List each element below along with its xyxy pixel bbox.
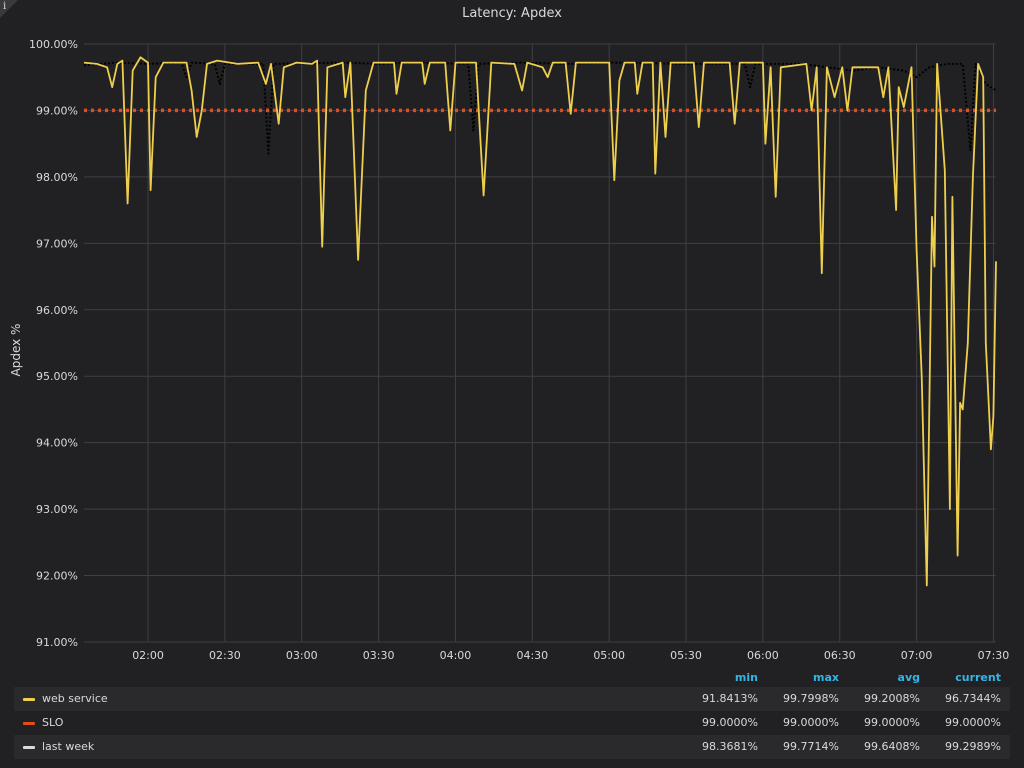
legend-series-name[interactable]: last week bbox=[42, 740, 95, 753]
legend-series-name[interactable]: SLO bbox=[42, 716, 64, 729]
legend-header-max[interactable]: max bbox=[813, 671, 839, 684]
y-tick-label: 91.00% bbox=[36, 636, 78, 649]
legend-value-min: 99.0000% bbox=[702, 716, 758, 729]
legend-row-slo[interactable]: SLO 99.0000% 99.0000% 99.0000% 99.0000% bbox=[14, 711, 1010, 735]
legend-header: min max avg current bbox=[14, 668, 1010, 687]
x-tick-label: 04:30 bbox=[516, 649, 548, 662]
legend-value-max: 99.7714% bbox=[783, 740, 839, 753]
series-layer[interactable] bbox=[83, 56, 997, 587]
y-axis: 100.00% 99.00% 98.00% 97.00% 96.00% 95.00% 94.… bbox=[29, 38, 78, 649]
chart: 100.00% 99.00% 98.00% 97.00% 96.00% 95.00% 94.… bbox=[9, 38, 1009, 662]
legend-value-max: 99.7998% bbox=[783, 692, 839, 705]
x-tick-label: 02:30 bbox=[209, 649, 241, 662]
y-tick-label: 98.00% bbox=[36, 171, 78, 184]
info-icon[interactable]: i bbox=[3, 1, 7, 12]
legend-value-min: 91.8413% bbox=[702, 692, 758, 705]
legend-series-name[interactable]: web service bbox=[42, 692, 108, 705]
y-tick-label: 93.00% bbox=[36, 503, 78, 516]
legend-value-current: 96.7344% bbox=[945, 692, 1001, 705]
legend-header-min[interactable]: min bbox=[734, 671, 758, 684]
series-line-web-service[interactable] bbox=[83, 56, 997, 587]
y-tick-label: 99.00% bbox=[36, 104, 78, 117]
legend-value-avg: 99.2008% bbox=[864, 692, 920, 705]
y-tick-label: 92.00% bbox=[36, 570, 78, 583]
y-tick-label: 94.00% bbox=[36, 437, 78, 450]
legend-table: min max avg current web service 91.8413%… bbox=[14, 668, 1010, 759]
panel-title[interactable]: Latency: Apdex bbox=[462, 6, 562, 21]
legend-swatch-icon[interactable] bbox=[23, 698, 35, 701]
x-tick-label: 06:30 bbox=[824, 649, 856, 662]
legend-value-min: 98.3681% bbox=[702, 740, 758, 753]
y-tick-label: 100.00% bbox=[29, 38, 78, 51]
panel-info-corner[interactable] bbox=[0, 0, 18, 18]
y-tick-label: 97.00% bbox=[36, 237, 78, 250]
legend-value-avg: 99.6408% bbox=[864, 740, 920, 753]
legend-swatch-icon[interactable] bbox=[23, 722, 35, 725]
grid-lines bbox=[84, 43, 996, 643]
legend-value-max: 99.0000% bbox=[783, 716, 839, 729]
y-tick-label: 95.00% bbox=[36, 370, 78, 383]
legend-swatch-icon[interactable] bbox=[23, 746, 35, 749]
x-tick-label: 05:00 bbox=[593, 649, 625, 662]
x-tick-label: 03:00 bbox=[286, 649, 318, 662]
x-tick-label: 05:30 bbox=[670, 649, 702, 662]
legend-header-avg[interactable]: avg bbox=[897, 671, 920, 684]
y-axis-label: Apdex % bbox=[9, 324, 23, 377]
x-axis: 02:00 02:30 03:00 03:30 04:00 04:30 05:00 05:30… bbox=[132, 649, 1009, 662]
legend-value-current: 99.0000% bbox=[945, 716, 1001, 729]
x-tick-label: 06:00 bbox=[747, 649, 779, 662]
x-tick-label: 03:30 bbox=[363, 649, 395, 662]
legend-row-last-week[interactable]: last week 98.3681% 99.7714% 99.6408% 99.… bbox=[14, 735, 1010, 759]
x-tick-label: 07:30 bbox=[978, 649, 1010, 662]
legend-row-web-service[interactable]: web service 91.8413% 99.7998% 99.2008% 9… bbox=[14, 687, 1010, 711]
x-tick-label: 07:00 bbox=[901, 649, 933, 662]
x-tick-label: 02:00 bbox=[132, 649, 164, 662]
y-tick-label: 96.00% bbox=[36, 304, 78, 317]
legend-value-current: 99.2989% bbox=[945, 740, 1001, 753]
legend-value-avg: 99.0000% bbox=[864, 716, 920, 729]
series-line-last-week[interactable] bbox=[83, 61, 997, 155]
x-tick-label: 04:00 bbox=[440, 649, 472, 662]
legend-header-current[interactable]: current bbox=[955, 671, 1001, 684]
